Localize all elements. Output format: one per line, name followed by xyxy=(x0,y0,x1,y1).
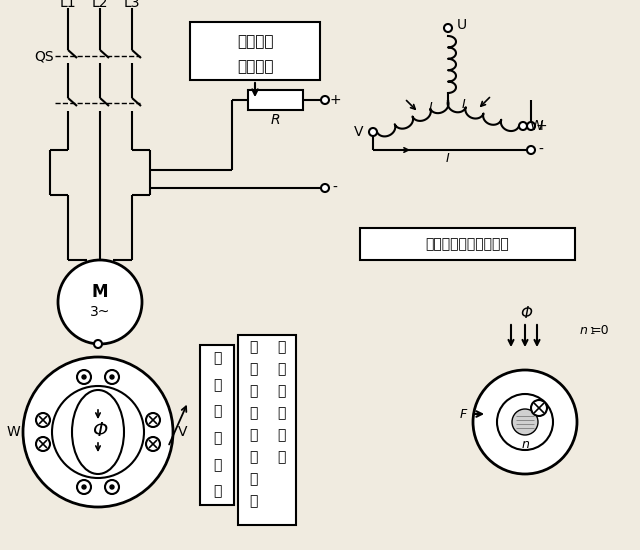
Text: -: - xyxy=(333,181,337,195)
Text: 场: 场 xyxy=(213,485,221,499)
Text: 1: 1 xyxy=(589,327,595,336)
Bar xyxy=(238,335,296,525)
Circle shape xyxy=(94,340,102,348)
Text: 机: 机 xyxy=(277,340,285,354)
Text: I: I xyxy=(461,98,465,111)
Text: 向: 向 xyxy=(250,450,258,464)
Text: 动: 动 xyxy=(250,494,258,508)
Text: n: n xyxy=(521,437,529,450)
Text: M: M xyxy=(92,283,108,301)
Text: 反: 反 xyxy=(277,450,285,464)
Circle shape xyxy=(531,400,547,416)
Circle shape xyxy=(77,480,91,494)
Text: 方: 方 xyxy=(277,406,285,420)
Circle shape xyxy=(321,184,329,192)
Text: n: n xyxy=(579,323,587,337)
Text: W: W xyxy=(529,119,543,133)
Text: 体: 体 xyxy=(250,362,258,376)
Circle shape xyxy=(58,260,142,344)
Circle shape xyxy=(369,128,377,136)
Circle shape xyxy=(36,437,50,451)
Text: 方: 方 xyxy=(250,428,258,442)
Circle shape xyxy=(527,146,535,154)
Text: +: + xyxy=(329,93,341,107)
Circle shape xyxy=(519,122,527,130)
Text: U: U xyxy=(457,18,467,32)
Circle shape xyxy=(512,409,538,435)
Text: 恒: 恒 xyxy=(213,405,221,419)
Circle shape xyxy=(82,485,86,489)
Text: L3: L3 xyxy=(124,0,140,10)
Text: 磁: 磁 xyxy=(213,458,221,472)
Circle shape xyxy=(77,370,91,384)
Text: 导: 导 xyxy=(250,340,258,354)
Text: 产: 产 xyxy=(213,351,221,365)
Text: 生: 生 xyxy=(213,378,221,392)
Circle shape xyxy=(110,485,114,489)
Circle shape xyxy=(473,370,577,474)
Text: V: V xyxy=(355,125,364,139)
Text: W: W xyxy=(6,425,20,439)
Circle shape xyxy=(146,437,160,451)
Text: 转: 转 xyxy=(277,362,285,376)
Bar xyxy=(360,228,575,260)
Text: 动: 动 xyxy=(277,384,285,398)
Circle shape xyxy=(444,24,452,32)
Text: Φ: Φ xyxy=(92,421,108,439)
Circle shape xyxy=(23,357,173,507)
Text: V: V xyxy=(179,425,188,439)
Text: -: - xyxy=(539,143,543,157)
Text: 力: 力 xyxy=(250,406,258,420)
Bar xyxy=(200,345,234,505)
Text: L2: L2 xyxy=(92,0,108,10)
Text: 两相绕组通入直流电流: 两相绕组通入直流电流 xyxy=(425,237,509,251)
Text: L1: L1 xyxy=(60,0,76,10)
Circle shape xyxy=(52,386,144,478)
Circle shape xyxy=(497,394,553,450)
Text: 接通直流: 接通直流 xyxy=(237,59,273,74)
Text: 受: 受 xyxy=(250,384,258,398)
Circle shape xyxy=(146,413,160,427)
Text: Φ: Φ xyxy=(520,305,532,321)
Circle shape xyxy=(105,370,119,384)
Circle shape xyxy=(321,96,329,104)
Bar xyxy=(248,90,303,110)
Text: F: F xyxy=(460,408,467,421)
Text: QS: QS xyxy=(34,49,54,63)
Circle shape xyxy=(110,375,114,379)
Text: 向: 向 xyxy=(277,428,285,442)
Text: 与: 与 xyxy=(250,472,258,486)
Ellipse shape xyxy=(72,390,124,474)
Circle shape xyxy=(527,122,535,130)
Circle shape xyxy=(105,480,119,494)
Text: 3~: 3~ xyxy=(90,305,110,319)
Circle shape xyxy=(36,413,50,427)
Text: 切断交流: 切断交流 xyxy=(237,35,273,50)
Text: I: I xyxy=(446,152,450,166)
Text: I: I xyxy=(429,101,433,114)
Text: +: + xyxy=(535,119,547,133)
Bar xyxy=(190,22,320,80)
Text: 定: 定 xyxy=(213,431,221,446)
Text: =0: =0 xyxy=(591,323,609,337)
Text: R: R xyxy=(270,113,280,127)
Circle shape xyxy=(82,375,86,379)
